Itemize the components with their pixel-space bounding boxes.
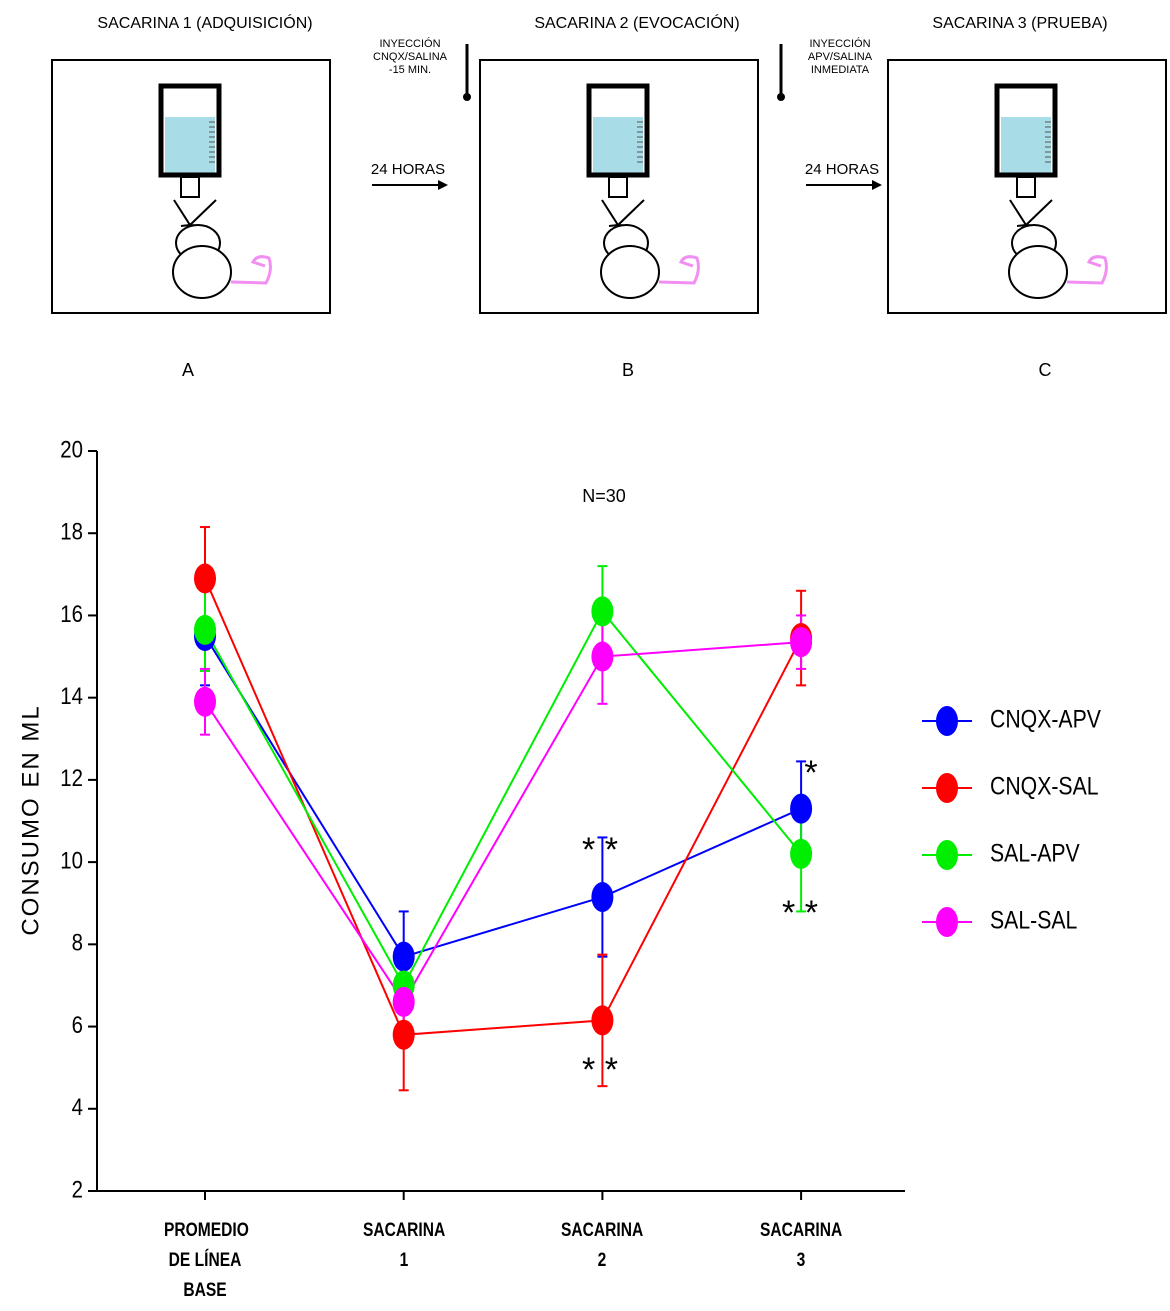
marker: [392, 941, 415, 972]
marker: [591, 596, 614, 627]
rat-body: [172, 245, 232, 299]
rat-head: [1009, 199, 1053, 227]
marker: [790, 793, 813, 824]
marker: [591, 882, 614, 913]
injection-label: CNQX/SALINA: [373, 51, 448, 63]
panel-title: SACARINA 2 (EVOCACIÓN): [534, 13, 739, 32]
y-tick-label: 4: [72, 1094, 83, 1121]
marker: [194, 686, 216, 717]
x-tick-label: SACARINA 1: [362, 1220, 445, 1271]
legend-marker: [936, 840, 958, 870]
series-line: [204, 635, 802, 958]
legend-label: CNQX-APV: [990, 705, 1101, 733]
series-line: [204, 641, 802, 1004]
marker: [194, 614, 216, 645]
box: [51, 59, 331, 314]
nozzle: [608, 176, 628, 198]
arrow-head: [872, 180, 882, 190]
marker: [591, 641, 614, 672]
liquid: [1001, 117, 1051, 173]
rat-tail: [230, 255, 272, 285]
nozzle: [1016, 176, 1036, 198]
injection-label: INYECCIÓN: [379, 37, 440, 50]
annotation: *: [804, 754, 817, 792]
annotation: N=30: [582, 486, 626, 506]
box: [887, 59, 1167, 314]
legend-label: CNQX-SAL: [990, 772, 1099, 800]
marker: [392, 1019, 415, 1050]
injection-label: APV/SALINA: [808, 51, 873, 63]
injection-label: -15 MIN.: [389, 64, 431, 76]
marker: [194, 563, 216, 594]
y-tick-label: 2: [72, 1176, 83, 1203]
injection-label: INMEDIATA: [811, 64, 870, 76]
bottle: [158, 83, 222, 178]
injection-dot: [463, 93, 471, 101]
interval-label: 24 HORAS: [371, 161, 445, 178]
box: [479, 59, 759, 314]
marker: [790, 838, 813, 869]
injection-dot: [777, 93, 785, 101]
rat-body: [1008, 245, 1068, 299]
y-tick-label: 10: [60, 847, 83, 874]
y-tick-label: 6: [72, 1011, 83, 1038]
marker: [591, 1005, 614, 1036]
panel-title: SACARINA 1 (ADQUISICIÓN): [97, 13, 312, 32]
marker: [790, 627, 813, 658]
x-tick-label: PROMEDIO DE LÍNEA BASE: [164, 1220, 249, 1301]
rat-tail: [658, 255, 700, 285]
legend-label: SAL-APV: [990, 839, 1080, 867]
injection-label: INYECCIÓN: [809, 37, 870, 50]
y-axis-title: CONSUMO EN ML: [17, 704, 44, 935]
nozzle: [180, 176, 200, 198]
rat-head: [173, 199, 217, 227]
legend-marker: [936, 773, 958, 803]
interval-label: 24 HORAS: [805, 161, 879, 178]
legend-label: SAL-SAL: [990, 906, 1077, 934]
y-tick-label: 8: [72, 929, 83, 956]
x-tick-label: SACARINA 3: [760, 1220, 843, 1271]
annotation: * *: [782, 894, 818, 932]
panel-letter: C: [1039, 360, 1052, 380]
series-line: [204, 578, 802, 1036]
legend-marker: [936, 706, 958, 736]
y-tick-label: 20: [60, 436, 83, 463]
y-tick-label: 18: [60, 518, 83, 545]
panel-title: SACARINA 3 (PRUEBA): [932, 15, 1107, 32]
legend-marker: [936, 907, 958, 937]
bottle: [994, 83, 1058, 178]
series-line: [204, 609, 802, 988]
bottle: [586, 83, 650, 178]
x-tick-label: SACARINA 2: [561, 1220, 644, 1271]
rat-body: [600, 245, 660, 299]
rat-tail: [1066, 255, 1108, 285]
annotation: * *: [582, 1051, 618, 1089]
y-tick-label: 14: [60, 682, 83, 709]
arrow-head: [438, 180, 448, 190]
marker: [392, 986, 415, 1017]
liquid: [593, 117, 643, 173]
annotation: * *: [582, 831, 618, 869]
rat-head: [601, 199, 645, 227]
panel-letter: B: [622, 360, 634, 380]
panel-letter: A: [182, 360, 194, 380]
y-tick-label: 12: [60, 765, 83, 792]
liquid: [165, 117, 215, 173]
y-tick-label: 16: [60, 600, 83, 627]
